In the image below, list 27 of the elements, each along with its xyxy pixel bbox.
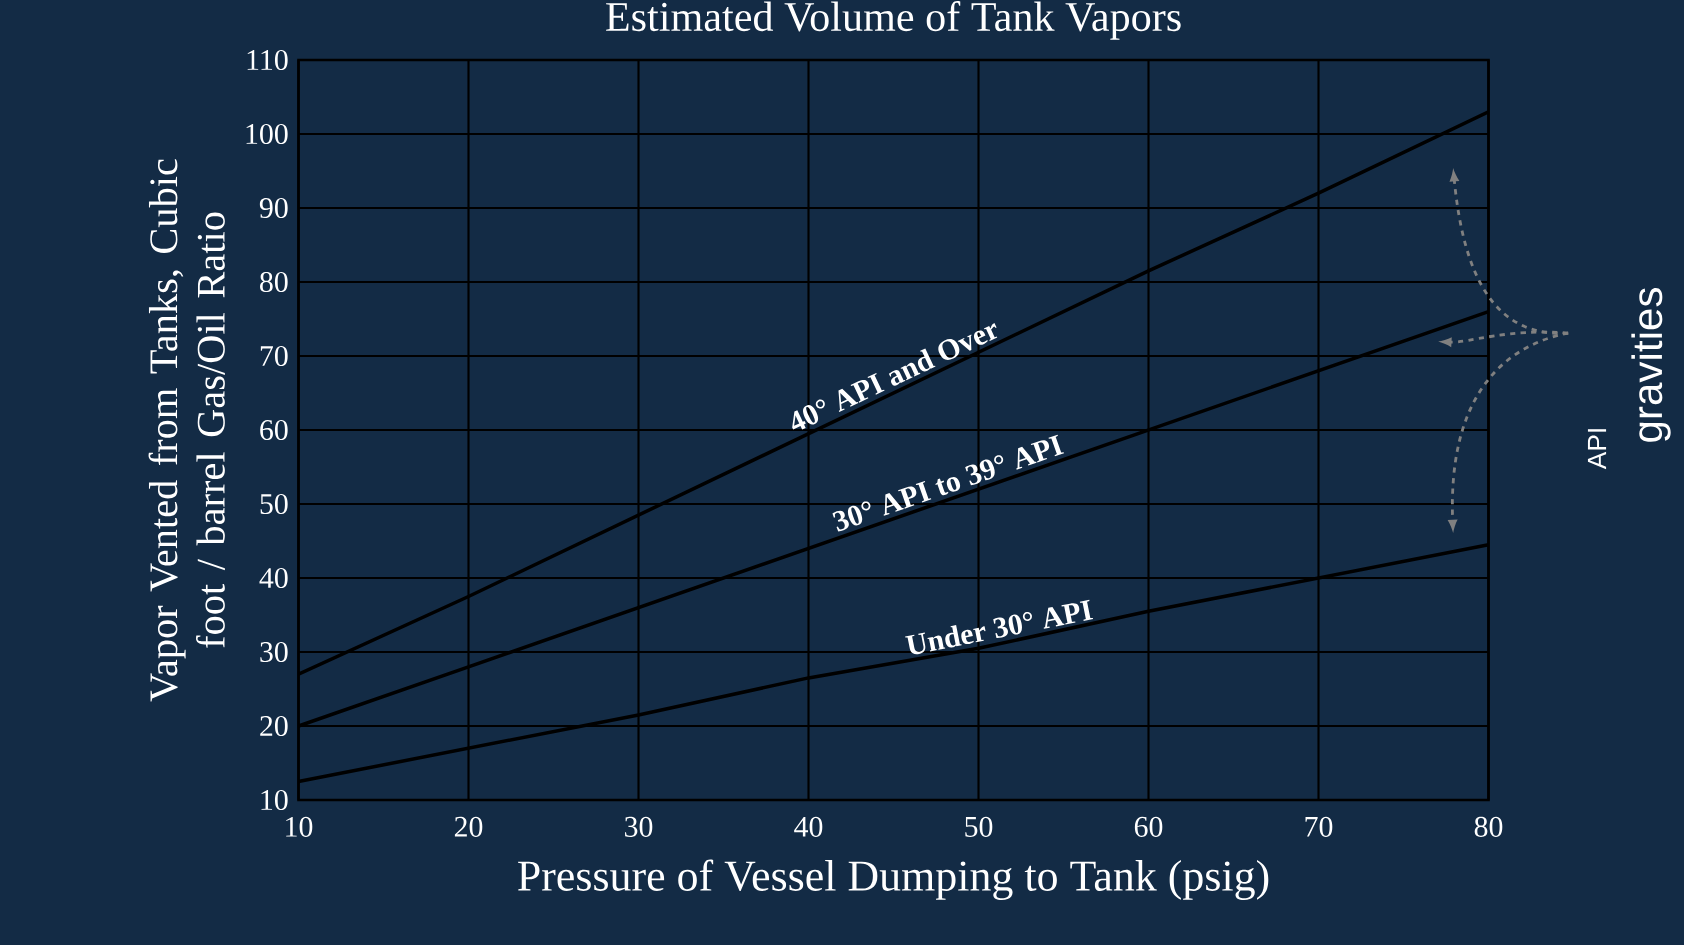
y-tick-label: 70	[260, 345, 288, 367]
y-tick-label: 60	[260, 419, 288, 441]
x-tick-label: 20	[454, 816, 483, 837]
x-tick-label: 30	[625, 816, 653, 837]
y-tick-label: 110	[247, 49, 288, 71]
text: gravities	[1631, 288, 1671, 442]
y-tick-label: 100	[246, 123, 288, 145]
y-tick-label: 90	[259, 197, 288, 219]
y-tick-label: 80	[260, 271, 288, 293]
chart-title: Estimated Volume of Tank Vapors	[606, 1, 1181, 40]
y-tick-label: 30	[260, 641, 288, 663]
y-axis-title: Vapor Vented from Tanks, Cubic foot / barrel Gas/Oil Ratio	[148, 159, 225, 702]
y-tick-label: 50	[260, 493, 288, 515]
x-tick-label: 60	[1134, 816, 1163, 837]
y-tick-label: 10	[261, 789, 288, 811]
x-axis-title: Pressure of Vessel Dumping to Tank (psig)	[518, 859, 1269, 900]
x-tick-label: 50	[965, 816, 993, 837]
text: API	[1587, 429, 1607, 470]
x-tick-label: 40	[794, 816, 823, 837]
text: 30° API to 39° API	[832, 434, 1065, 532]
y-tick-label: 20	[260, 715, 288, 737]
text: Under 30° API	[905, 599, 1094, 655]
x-tick-label: 80	[1474, 816, 1503, 837]
x-tick-label: 10	[286, 816, 313, 837]
x-tick-label: 70	[1305, 816, 1333, 837]
text: 40° API and Over	[792, 323, 998, 430]
y-tick-label: 40	[259, 567, 288, 589]
